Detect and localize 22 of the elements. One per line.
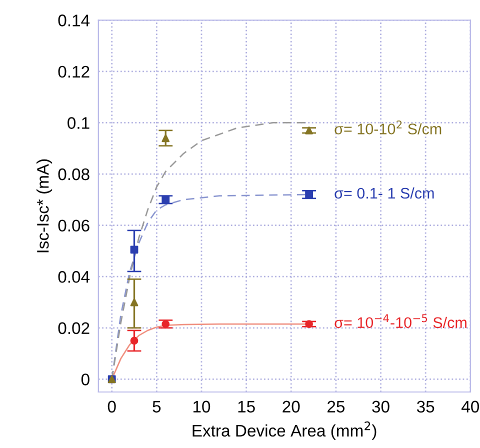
- x-tick-label: 25: [328, 400, 345, 413]
- x-tick-label: 35: [416, 400, 434, 413]
- y-axis-title: Isc-Isc* (mA): [36, 159, 52, 252]
- x-tick-label: 40: [462, 400, 480, 413]
- x-tick-label: 5: [152, 400, 161, 413]
- x-tick-label: 15: [238, 400, 255, 413]
- annotation: σ= 10-10$^{2}$ S/cm: [334, 120, 442, 134]
- y-tick-label: 0.1: [68, 117, 90, 129]
- x-tick-label: 30: [372, 400, 390, 413]
- y-tick-label: 0.14: [58, 14, 90, 26]
- y-tick-label: 0.06: [58, 220, 90, 232]
- y-tick-label: 0.08: [58, 168, 90, 180]
- x-tick-label: 20: [282, 400, 300, 413]
- annotation: σ= 0.1- 1 S/cm: [334, 187, 434, 199]
- y-tick-label: 0.04: [58, 271, 90, 283]
- x-tick-label: 10: [193, 400, 210, 413]
- y-tick-label: 0.12: [58, 66, 90, 78]
- y-tick-label: 0: [81, 374, 90, 386]
- y-tick-label: 0.02: [58, 322, 90, 334]
- annotation: σ= 10$^{−4}$-10$^{−5}$ S/cm: [334, 314, 466, 328]
- x-axis-title: Extra Device Area (mm$^{2}$): [192, 421, 376, 440]
- x-tick-label: 0: [108, 400, 116, 413]
